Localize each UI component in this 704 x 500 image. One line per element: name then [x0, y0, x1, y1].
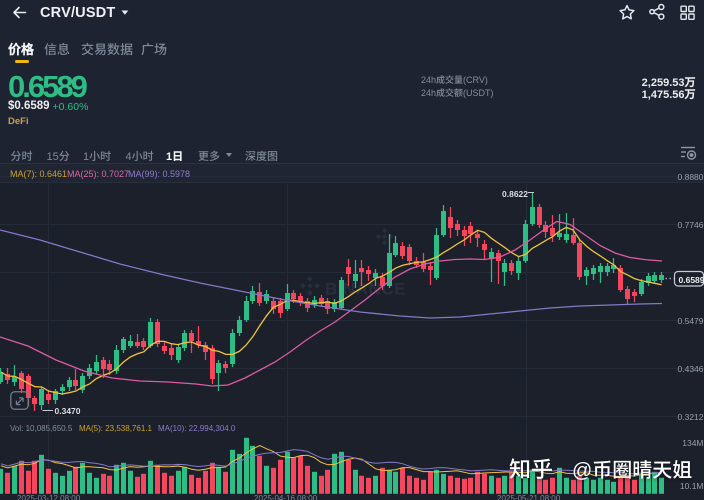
svg-text:BINANCE: BINANCE	[325, 280, 406, 299]
